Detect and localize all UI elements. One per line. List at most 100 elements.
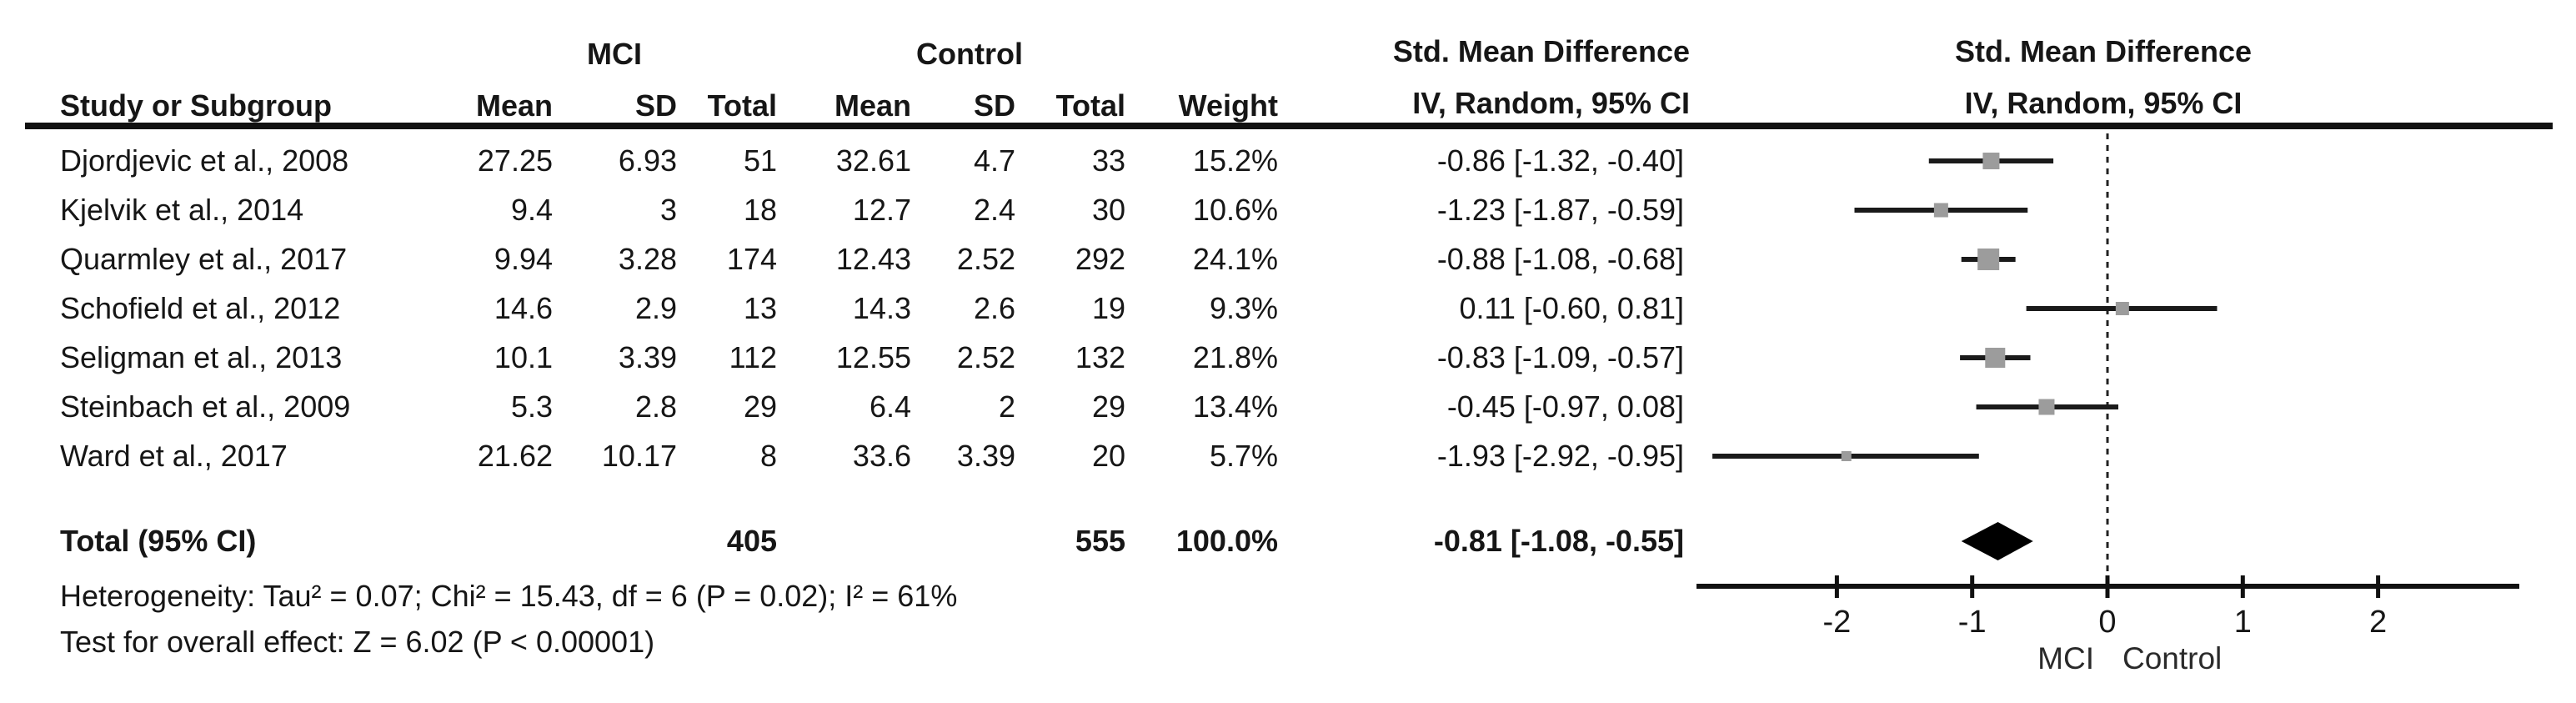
study-ctl-sd: 4.7 xyxy=(973,143,1015,178)
study-ctl-total: 33 xyxy=(1091,143,1125,178)
study-ci-text: -1.23 [-1.87, -0.59] xyxy=(1436,193,1684,227)
axis-tick-label: 2 xyxy=(2369,605,2387,640)
study-name: Steinbach et al., 2009 xyxy=(60,389,351,424)
study-mci-sd: 2.8 xyxy=(634,389,677,424)
study-ci-text: -0.86 [-1.32, -0.40] xyxy=(1436,143,1684,178)
col-header-mci-sd: SD xyxy=(634,88,677,123)
col-header-ctl-sd: SD xyxy=(973,88,1015,123)
study-ctl-total: 132 xyxy=(1075,340,1125,374)
smd-header-left-line2: IV, Random, 95% CI xyxy=(1412,86,1690,120)
study-ctl-sd: 2 xyxy=(998,389,1015,424)
study-ctl-mean: 33.6 xyxy=(852,439,911,473)
total-row-label: Total (95% CI) xyxy=(60,524,257,558)
study-ci-text: -0.88 [-1.08, -0.68] xyxy=(1436,242,1684,276)
group-header-mci: MCI xyxy=(587,37,642,71)
study-name: Kjelvik et al., 2014 xyxy=(60,193,304,227)
study-ci-text: -0.45 [-0.97, 0.08] xyxy=(1446,389,1684,424)
study-ctl-sd: 2.52 xyxy=(956,242,1015,276)
col-header-ctl-mean: Mean xyxy=(834,88,911,123)
study-weight: 21.8% xyxy=(1192,340,1278,374)
study-ctl-total: 29 xyxy=(1091,389,1125,424)
study-mci-sd: 3 xyxy=(659,193,677,227)
study-mci-mean: 9.94 xyxy=(494,242,553,276)
effect-square xyxy=(1841,451,1852,461)
study-name: Djordjevic et al., 2008 xyxy=(60,143,349,178)
study-weight: 9.3% xyxy=(1209,291,1278,325)
study-name: Quarmley et al., 2017 xyxy=(60,242,348,276)
study-ctl-total: 30 xyxy=(1091,193,1125,227)
col-header-weight: Weight xyxy=(1178,88,1278,123)
smd-header-right-line2: IV, Random, 95% CI xyxy=(1964,86,2243,120)
smd-header-right-line1: Std. Mean Difference xyxy=(1954,34,2253,68)
smd-header-left-line1: Std. Mean Difference xyxy=(1392,34,1690,68)
study-ctl-total: 20 xyxy=(1091,439,1125,473)
study-ctl-mean: 12.7 xyxy=(852,193,911,227)
study-mci-total: 112 xyxy=(729,340,777,374)
total-ctl-total: 555 xyxy=(1075,524,1125,558)
study-mci-sd: 6.93 xyxy=(618,143,677,178)
study-ctl-sd: 2.4 xyxy=(973,193,1015,227)
effect-square xyxy=(2115,302,2129,315)
study-weight: 10.6% xyxy=(1192,193,1278,227)
group-header-control: Control xyxy=(916,37,1023,71)
study-weight: 15.2% xyxy=(1192,143,1278,178)
study-mci-sd: 3.28 xyxy=(618,242,677,276)
axis-tick-label: 1 xyxy=(2234,605,2252,640)
study-name: Seligman et al., 2013 xyxy=(60,340,343,374)
overall-effect-text: Test for overall effect: Z = 6.02 (P < 0… xyxy=(60,625,655,659)
study-ctl-mean: 12.55 xyxy=(835,340,911,374)
study-weight: 13.4% xyxy=(1192,389,1278,424)
total-diamond xyxy=(1961,522,2033,560)
axis-tick-label: -2 xyxy=(1823,605,1852,640)
study-ctl-mean: 6.4 xyxy=(869,389,911,424)
heterogeneity-text: Heterogeneity: Tau² = 0.07; Chi² = 15.43… xyxy=(60,579,958,613)
study-ctl-total: 292 xyxy=(1075,242,1125,276)
study-mci-mean: 9.4 xyxy=(510,193,553,227)
study-ctl-mean: 14.3 xyxy=(852,291,911,325)
effect-square xyxy=(1933,203,1948,218)
effect-square xyxy=(1985,348,2006,368)
study-ctl-mean: 32.61 xyxy=(835,143,911,178)
study-mci-mean: 21.62 xyxy=(477,439,553,473)
effect-square xyxy=(1977,249,2000,270)
study-ctl-sd: 3.39 xyxy=(956,439,1015,473)
study-mci-total: 13 xyxy=(743,291,777,325)
axis-tick-label: -1 xyxy=(1958,605,1987,640)
study-weight: 24.1% xyxy=(1192,242,1278,276)
axis-left-label: MCI xyxy=(2037,641,2094,675)
study-name: Schofield et al., 2012 xyxy=(60,291,341,325)
study-mci-sd: 10.17 xyxy=(601,439,677,473)
study-weight: 5.7% xyxy=(1209,439,1278,473)
axis-right-label: Control xyxy=(2122,641,2222,675)
effect-square xyxy=(2038,399,2055,415)
col-header-mci-total: Total xyxy=(707,88,777,123)
header-rule xyxy=(25,123,2553,129)
study-mci-total: 174 xyxy=(726,242,777,276)
col-header-study: Study or Subgroup xyxy=(60,88,332,123)
study-mci-sd: 3.39 xyxy=(618,340,677,374)
study-ci-text: -1.93 [-2.92, -0.95] xyxy=(1436,439,1684,473)
study-name: Ward et al., 2017 xyxy=(60,439,288,473)
study-mci-mean: 10.1 xyxy=(494,340,553,374)
study-ctl-total: 19 xyxy=(1091,291,1125,325)
study-ctl-sd: 2.6 xyxy=(973,291,1015,325)
study-mci-total: 29 xyxy=(743,389,777,424)
study-mci-total: 51 xyxy=(743,143,777,178)
study-mci-mean: 27.25 xyxy=(477,143,553,178)
study-ci-text: -0.83 [-1.09, -0.57] xyxy=(1436,340,1684,374)
study-mci-mean: 14.6 xyxy=(494,291,553,325)
effect-square xyxy=(1982,153,2000,169)
col-header-mci-mean: Mean xyxy=(475,88,553,123)
study-mci-mean: 5.3 xyxy=(510,389,553,424)
total-ci-text: -0.81 [-1.08, -0.55] xyxy=(1433,524,1684,558)
study-ctl-mean: 12.43 xyxy=(835,242,911,276)
total-weight: 100.0% xyxy=(1175,524,1278,558)
study-mci-total: 18 xyxy=(743,193,777,227)
axis-tick-label: 0 xyxy=(2098,605,2116,640)
study-ctl-sd: 2.52 xyxy=(956,340,1015,374)
total-mci-total: 405 xyxy=(726,524,777,558)
study-mci-sd: 2.9 xyxy=(634,291,677,325)
study-ci-text: 0.11 [-0.60, 0.81] xyxy=(1459,291,1684,325)
